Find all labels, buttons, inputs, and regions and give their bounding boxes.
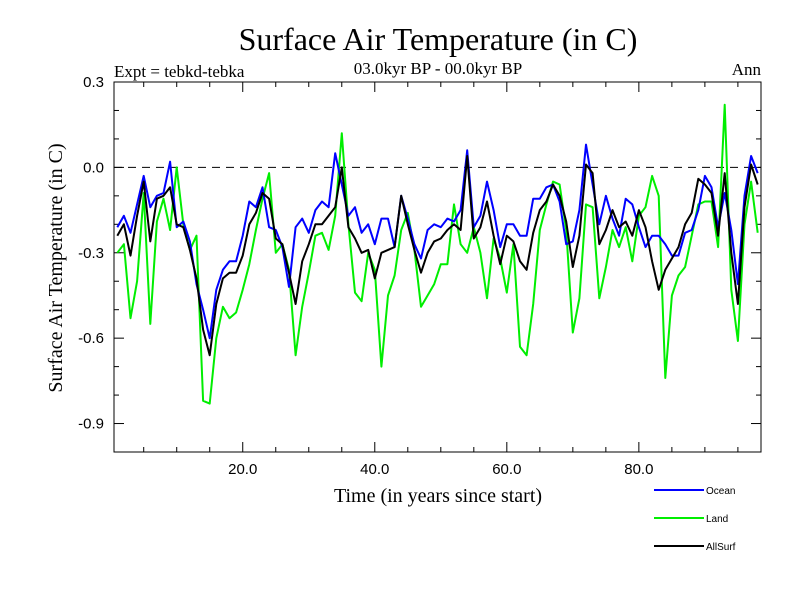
series-line-ocean (116, 143, 759, 340)
x-tick-label: 60.0 (492, 461, 521, 478)
series-group (116, 103, 759, 405)
y-tick-label: 0.0 (83, 159, 104, 176)
legend: Ocean Land AllSurf (654, 486, 736, 553)
experiment-label: Expt = tebkd-tebka (114, 62, 245, 81)
legend-label-allsurf: AllSurf (706, 542, 736, 553)
y-tick-label: -0.9 (78, 416, 104, 433)
series-line-land (116, 103, 759, 405)
legend-label-ocean: Ocean (706, 486, 735, 497)
chart-title: Surface Air Temperature (in C) (239, 21, 638, 57)
series-line-allsurf (116, 155, 759, 357)
y-tick-label: -0.6 (78, 330, 104, 347)
x-axis-label: Time (in years since start) (334, 485, 542, 507)
y-tick-label: -0.3 (78, 245, 104, 262)
x-tick-label: 80.0 (624, 461, 653, 478)
chart-subtitle: 03.0kyr BP - 00.0kyr BP (354, 59, 522, 78)
tick-labels: 20.0 40.0 60.0 80.0 0.3 0.0 -0.3 -0.6 -0.9 (78, 74, 653, 478)
legend-label-land: Land (706, 514, 728, 525)
x-tick-label: 20.0 (228, 461, 257, 478)
y-tick-label: 0.3 (83, 74, 104, 91)
x-tick-label: 40.0 (360, 461, 389, 478)
plot-frame (113, 81, 762, 453)
y-axis-label: Surface Air Temperature (in C) (45, 143, 67, 392)
period-label: Ann (732, 60, 762, 79)
